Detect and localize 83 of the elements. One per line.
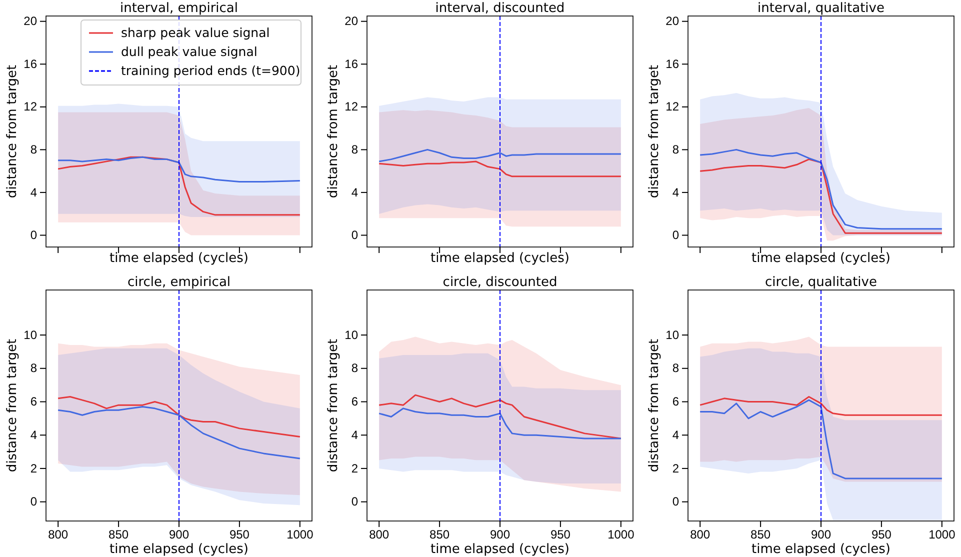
x-tick-label: 900 <box>168 528 190 542</box>
y-tick-label: 8 <box>672 142 680 157</box>
x-tick-label: 800 <box>690 528 710 542</box>
y-tick-label: 0 <box>30 494 38 509</box>
x-tick-label: 900 <box>810 528 832 542</box>
y-tick-label: 2 <box>30 461 38 476</box>
chart-title: circle, qualitative <box>765 275 877 290</box>
line-series <box>699 399 943 480</box>
y-tick-label: 2 <box>672 461 680 476</box>
line-series <box>699 148 943 230</box>
y-tick-label: 4 <box>30 428 38 442</box>
y-tick-label: 12 <box>666 100 680 114</box>
x-tick-label: 950 <box>871 528 892 542</box>
y-axis-title: distance from target <box>5 338 20 472</box>
y-tick-label: 2 <box>351 461 358 476</box>
y-axis-title: distance from target <box>5 64 20 198</box>
line-series <box>57 156 301 216</box>
x-tick-label: 900 <box>490 528 510 542</box>
legend-label: sharp peak value signal <box>121 25 270 40</box>
x-tick-label: 1000 <box>928 528 956 542</box>
chart-title: interval, empirical <box>120 1 238 16</box>
y-tick-label: 4 <box>351 185 358 200</box>
y-tick-label: 10 <box>24 328 38 342</box>
y-tick-label: 8 <box>672 361 680 376</box>
y-tick-label: 12 <box>344 100 358 114</box>
y-tick-label: 16 <box>344 56 358 71</box>
x-axis-title: time elapsed (cycles) <box>751 542 891 557</box>
line-series <box>699 396 943 416</box>
x-axis-title: time elapsed (cycles) <box>430 251 570 266</box>
line-series <box>57 156 301 183</box>
x-axis-title: time elapsed (cycles) <box>430 542 570 557</box>
chart-title: interval, discounted <box>435 1 565 16</box>
chart-title: interval, qualitative <box>758 1 884 16</box>
line-series <box>57 406 301 460</box>
x-tick-label: 850 <box>750 528 771 542</box>
y-tick-label: 6 <box>672 394 680 409</box>
y-tick-label: 12 <box>24 100 38 114</box>
y-tick-label: 6 <box>351 394 358 409</box>
x-axis-title: time elapsed (cycles) <box>109 251 249 266</box>
line-series <box>699 158 943 234</box>
x-tick-label: 1000 <box>286 528 314 542</box>
y-axis-title: distance from target <box>647 64 662 198</box>
y-tick-label: 8 <box>30 142 38 157</box>
y-tick-label: 0 <box>30 228 38 242</box>
y-axis-title: distance from target <box>326 338 341 472</box>
x-axis-title: time elapsed (cycles) <box>751 251 891 266</box>
x-tick-label: 950 <box>229 528 250 542</box>
x-tick-label: 800 <box>369 528 390 542</box>
y-tick-label: 6 <box>30 394 38 409</box>
x-tick-label: 850 <box>430 528 450 542</box>
x-tick-label: 950 <box>550 528 571 542</box>
y-tick-label: 4 <box>672 185 680 200</box>
y-tick-label: 8 <box>351 142 358 157</box>
ref-line-label: training period ends (t=900) <box>121 63 300 78</box>
y-tick-label: 4 <box>351 428 358 442</box>
y-tick-label: 0 <box>672 228 680 242</box>
y-tick-label: 4 <box>672 428 680 442</box>
y-tick-label: 20 <box>24 14 38 28</box>
line-series <box>57 396 301 438</box>
x-tick-label: 1000 <box>608 528 635 542</box>
y-axis-title: distance from target <box>647 338 662 472</box>
line-series <box>378 408 622 440</box>
y-axis-title: distance from target <box>326 64 341 198</box>
y-tick-label: 0 <box>351 494 358 509</box>
x-axis-title: time elapsed (cycles) <box>109 542 249 557</box>
x-tick-label: 800 <box>48 528 68 542</box>
y-tick-label: 16 <box>24 56 38 71</box>
y-tick-label: 16 <box>666 56 680 71</box>
y-tick-label: 8 <box>30 361 38 376</box>
y-tick-label: 10 <box>344 328 358 342</box>
x-tick-label: 850 <box>108 528 129 542</box>
chart-title: circle, discounted <box>442 275 558 290</box>
y-tick-label: 0 <box>672 494 680 509</box>
y-tick-label: 8 <box>351 361 358 376</box>
chart-title: circle, empirical <box>127 275 231 290</box>
line-series <box>378 148 622 162</box>
line-series <box>378 160 622 178</box>
y-tick-label: 20 <box>344 14 358 28</box>
y-tick-label: 10 <box>666 328 680 342</box>
legend-label: dull peak value signal <box>121 44 258 59</box>
y-tick-label: 20 <box>666 14 680 28</box>
y-tick-label: 0 <box>351 228 358 242</box>
y-tick-label: 4 <box>30 185 38 200</box>
